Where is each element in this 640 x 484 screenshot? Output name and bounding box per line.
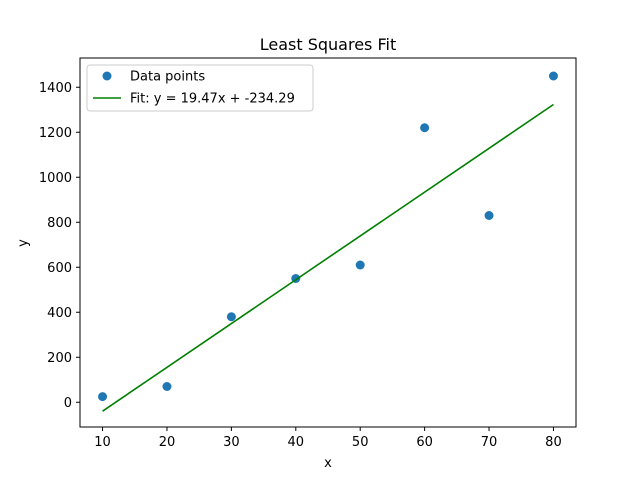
y-axis-label: y: [16, 239, 31, 247]
data-point: [162, 382, 172, 391]
y-tick-label: 200: [47, 351, 72, 366]
y-tick-label: 1400: [39, 81, 72, 96]
data-point: [226, 312, 236, 322]
x-axis-label: x: [324, 456, 332, 471]
legend: Data points Fit: y = 19.47x + -234.29: [86, 64, 314, 112]
data-point: [98, 392, 108, 402]
x-tick-label: 70: [481, 435, 498, 450]
legend-label: Data points: [130, 70, 205, 85]
y-tick-label: 0: [64, 396, 72, 411]
chart-title: Least Squares Fit: [260, 35, 396, 54]
data-point: [420, 123, 430, 133]
x-tick-label: 30: [223, 435, 240, 450]
y-tick-label: 600: [47, 261, 72, 276]
plot-frame: [79, 57, 577, 428]
y-tick-label: 400: [47, 306, 72, 321]
x-tick-label: 10: [94, 435, 111, 450]
data-point: [548, 71, 558, 81]
legend-marker-swatch: [102, 71, 112, 81]
x-tick-label: 50: [352, 435, 369, 450]
fit-line: [102, 103, 554, 412]
x-tick-label: 80: [545, 435, 562, 450]
x-tick-label: 60: [416, 435, 433, 450]
legend-label: Fit: y = 19.47x + -234.29: [130, 92, 295, 107]
y-tick-label: 1000: [39, 171, 72, 186]
x-tick-label: 20: [159, 435, 176, 450]
data-point: [355, 260, 365, 270]
y-tick-label: 1200: [39, 126, 72, 141]
x-tick-label: 40: [288, 435, 305, 450]
y-tick-label: 800: [47, 216, 72, 231]
axes-layer: 10 20 30 40 50 60 70 80020040060080010001200140…: [39, 57, 577, 450]
legend-box: [86, 64, 314, 112]
marks-layer: [98, 71, 558, 412]
data-point: [484, 211, 494, 220]
